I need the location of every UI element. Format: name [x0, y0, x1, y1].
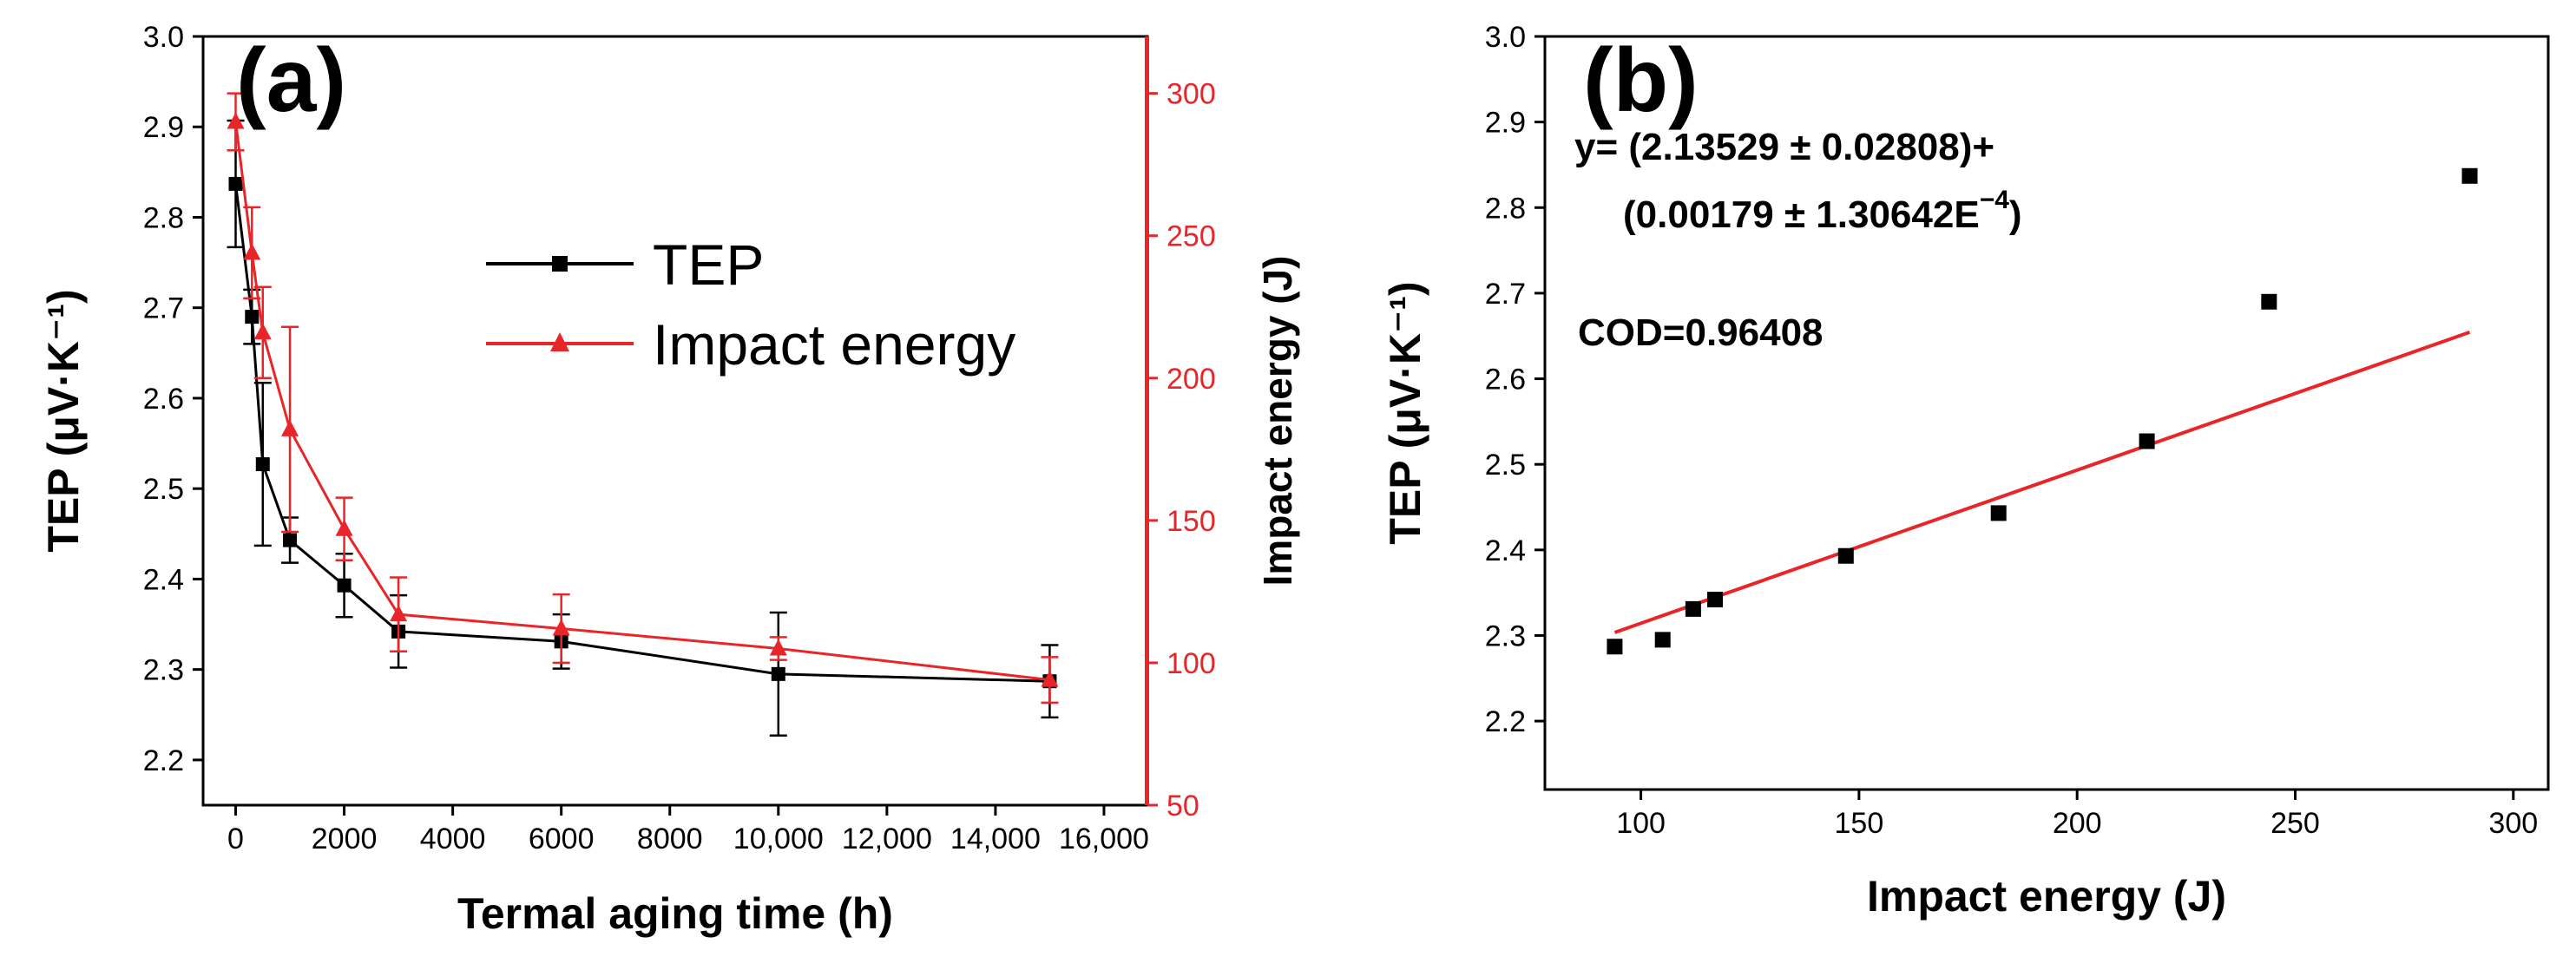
tep-point: [228, 176, 243, 191]
x-tick-label: 6000: [529, 823, 595, 855]
panel-b-chart: 100 150 200 250 300 2.2 2.3 2.4 2.5 2.6 2.7 2.8 2.9…: [1381, 21, 2550, 921]
fit-cod: COD=0.96408: [1578, 311, 1824, 354]
panel-b-series: [1607, 167, 2478, 655]
y2-tick-label: 300: [1166, 78, 1216, 111]
panel-a-legend: TEP Impact energy: [486, 233, 1015, 377]
y2-tick-label: 150: [1166, 505, 1216, 538]
impact-point: [390, 605, 408, 622]
x-tick-label: 300: [2488, 807, 2538, 840]
impact-point: [769, 639, 787, 656]
impact-point: [1041, 670, 1059, 687]
y-tick-label: 2.4: [143, 563, 184, 596]
panel-a-x-ticks: 0 2000 4000 6000 8000 10,000 12,000 14,000 16,00…: [227, 805, 1149, 855]
y2-tick-label: 250: [1166, 220, 1216, 253]
impact-point: [552, 619, 570, 636]
panel-b-plot-frame: [1543, 35, 2550, 791]
y-tick-label: 2.7: [1485, 278, 1526, 311]
tep-point: [245, 310, 260, 324]
y-tick-label: 2.8: [143, 201, 184, 234]
y-tick-label: 2.2: [1485, 705, 1526, 738]
x-tick-label: 200: [2053, 807, 2102, 840]
panel-a-right-axis-spine: [1145, 36, 1149, 805]
panel-a-y-axis-title: TEP (μV·K⁻¹): [39, 289, 88, 552]
legend-impact-label: Impact energy: [653, 312, 1015, 377]
x-tick-label: 16,000: [1059, 823, 1149, 855]
y-tick-label: 2.5: [143, 473, 184, 506]
y-tick-label: 2.6: [1485, 364, 1526, 397]
tep-point: [337, 578, 352, 593]
y-tick-label: 3.0: [1485, 21, 1526, 54]
x-tick-label: 14,000: [950, 823, 1041, 855]
x-tick-label: 10,000: [733, 823, 824, 855]
y-tick-label: 2.4: [1485, 534, 1526, 567]
impact-point: [335, 519, 353, 536]
panel-b-x-axis-title: Impact energy (J): [1867, 872, 2226, 921]
y-tick-label: 2.5: [1485, 449, 1526, 482]
x-tick-label: 8000: [637, 823, 703, 855]
impact-point: [243, 243, 261, 260]
y-tick-label: 2.6: [143, 383, 184, 416]
y-tick-label: 2.8: [1485, 192, 1526, 225]
scatter-point: [1685, 600, 1701, 617]
panel-a-chart: 0 2000 4000 6000 8000 10,000 12,000 14,000 16,00…: [39, 21, 1300, 938]
tep-line: [234, 183, 1050, 683]
fit-line: [1613, 331, 2471, 634]
panel-a-plot-frame: [201, 35, 1149, 807]
y-tick-label: 2.7: [143, 292, 184, 325]
legend-impact-marker: [550, 332, 569, 351]
scatter-point: [2139, 433, 2155, 449]
tep-point: [255, 457, 270, 472]
scatter-point: [1654, 632, 1671, 648]
impact-point: [281, 419, 299, 436]
panel-a-series: [227, 92, 1059, 737]
panel-b-label: (b): [1583, 30, 1699, 131]
x-tick-label: 150: [1835, 807, 1884, 840]
legend-tep-marker: [552, 256, 568, 272]
y-tick-label: 2.9: [143, 111, 184, 144]
x-tick-label: 250: [2270, 807, 2320, 840]
fit-equation-line2: (0.00179 ± 1.30642E−4): [1623, 186, 2022, 236]
scatter-point: [2261, 293, 2277, 310]
scatter-point: [1707, 592, 1724, 608]
tep-point: [771, 666, 785, 681]
panel-b-x-ticks: 100 150 200 250 300: [1616, 790, 2538, 840]
panel-b-fit: [1613, 331, 2471, 634]
impact-point: [253, 323, 272, 340]
x-tick-label: 100: [1616, 807, 1666, 840]
y-tick-label: 2.9: [1485, 107, 1526, 140]
x-tick-label: 0: [227, 823, 244, 855]
panel-a-y2-axis-title: Impact energy (J): [1255, 256, 1300, 587]
y2-tick-label: 50: [1166, 790, 1199, 823]
y-tick-label: 2.3: [143, 654, 184, 687]
scatter-point: [1607, 639, 1623, 655]
y-tick-label: 3.0: [143, 21, 184, 54]
panel-a-y-ticks: 2.2 2.3 2.4 2.5 2.6 2.7 2.8 2.9 3.0: [143, 21, 203, 777]
scatter-point: [1837, 547, 1854, 564]
scatter-point: [1990, 505, 2007, 521]
impact-point: [227, 112, 245, 129]
panel-a-label: (a): [236, 30, 346, 131]
tep-point: [283, 533, 298, 547]
y-tick-label: 2.3: [1485, 619, 1526, 652]
panel-a-x-axis-title: Termal aging time (h): [457, 889, 893, 938]
x-tick-label: 2000: [312, 823, 378, 855]
y2-tick-label: 100: [1166, 647, 1216, 680]
panel-b-y-axis-title: TEP (μV·K⁻¹): [1381, 281, 1429, 544]
x-tick-label: 12,000: [842, 823, 932, 855]
fit-equation-line1: y= (2.13529 ± 0.02808)+: [1574, 126, 1994, 168]
y-tick-label: 2.2: [143, 744, 184, 777]
x-tick-label: 4000: [420, 823, 486, 855]
legend-tep-label: TEP: [653, 233, 764, 297]
scatter-point: [2461, 167, 2478, 184]
panel-b-y-ticks: 2.2 2.3 2.4 2.5 2.6 2.7 2.8 2.9 3.0: [1485, 21, 1545, 738]
panel-a-y2-ticks: 50 100 150 200 250 300: [1147, 78, 1216, 823]
y2-tick-label: 200: [1166, 363, 1216, 396]
